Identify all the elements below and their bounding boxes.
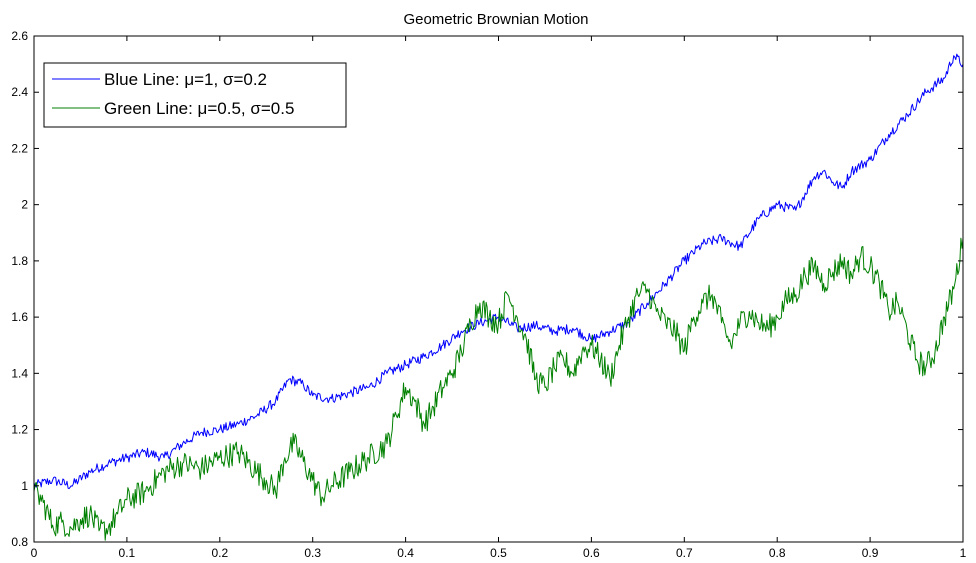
x-tick-label: 0.1 [119, 546, 136, 560]
axes-layer: 0 0.1 0.2 0.3 0.4 0.5 0.6 0.7 0.8 0.9 1 0.8 1 1.2 1.4 1… [11, 29, 966, 560]
y-tick-label: 1.4 [11, 366, 28, 380]
y-tick-label: 1.2 [11, 423, 28, 437]
x-tick-label: 0.6 [583, 546, 600, 560]
legend: Blue Line: μ=1, σ=0.2 Green Line: μ=0.5,… [43, 62, 347, 128]
y-tick-label: 2.6 [11, 29, 28, 43]
y-tick-label: 2.2 [11, 141, 28, 155]
y-tick-label: 1.8 [11, 254, 28, 268]
y-tick-label: 1.6 [11, 310, 28, 324]
legend-box [43, 62, 347, 128]
x-tick-label: 0.2 [211, 546, 228, 560]
series-layer [33, 53, 964, 541]
chart-title: Geometric Brownian Motion [403, 11, 588, 28]
x-tick-label: 0.5 [490, 546, 507, 560]
legend-label-green: Green Line: μ=0.5, σ=0.5 [104, 99, 294, 118]
x-tick-label: 0.9 [862, 546, 879, 560]
x-tick-label: 0 [31, 546, 38, 560]
x-tick-label: 0.8 [769, 546, 786, 560]
y-tick-label: 0.8 [11, 535, 28, 549]
legend-label-blue: Blue Line: μ=1, σ=0.2 [104, 70, 267, 89]
x-tick-label: 0.7 [676, 546, 693, 560]
x-tick-label: 0.3 [304, 546, 321, 560]
x-tick-label: 1 [960, 546, 967, 560]
y-tick-label: 2 [21, 198, 28, 212]
y-tick-label: 1 [21, 479, 28, 493]
x-tick-label: 0.4 [397, 546, 414, 560]
series-line-green [33, 237, 964, 541]
y-tick-label: 2.4 [11, 85, 28, 99]
